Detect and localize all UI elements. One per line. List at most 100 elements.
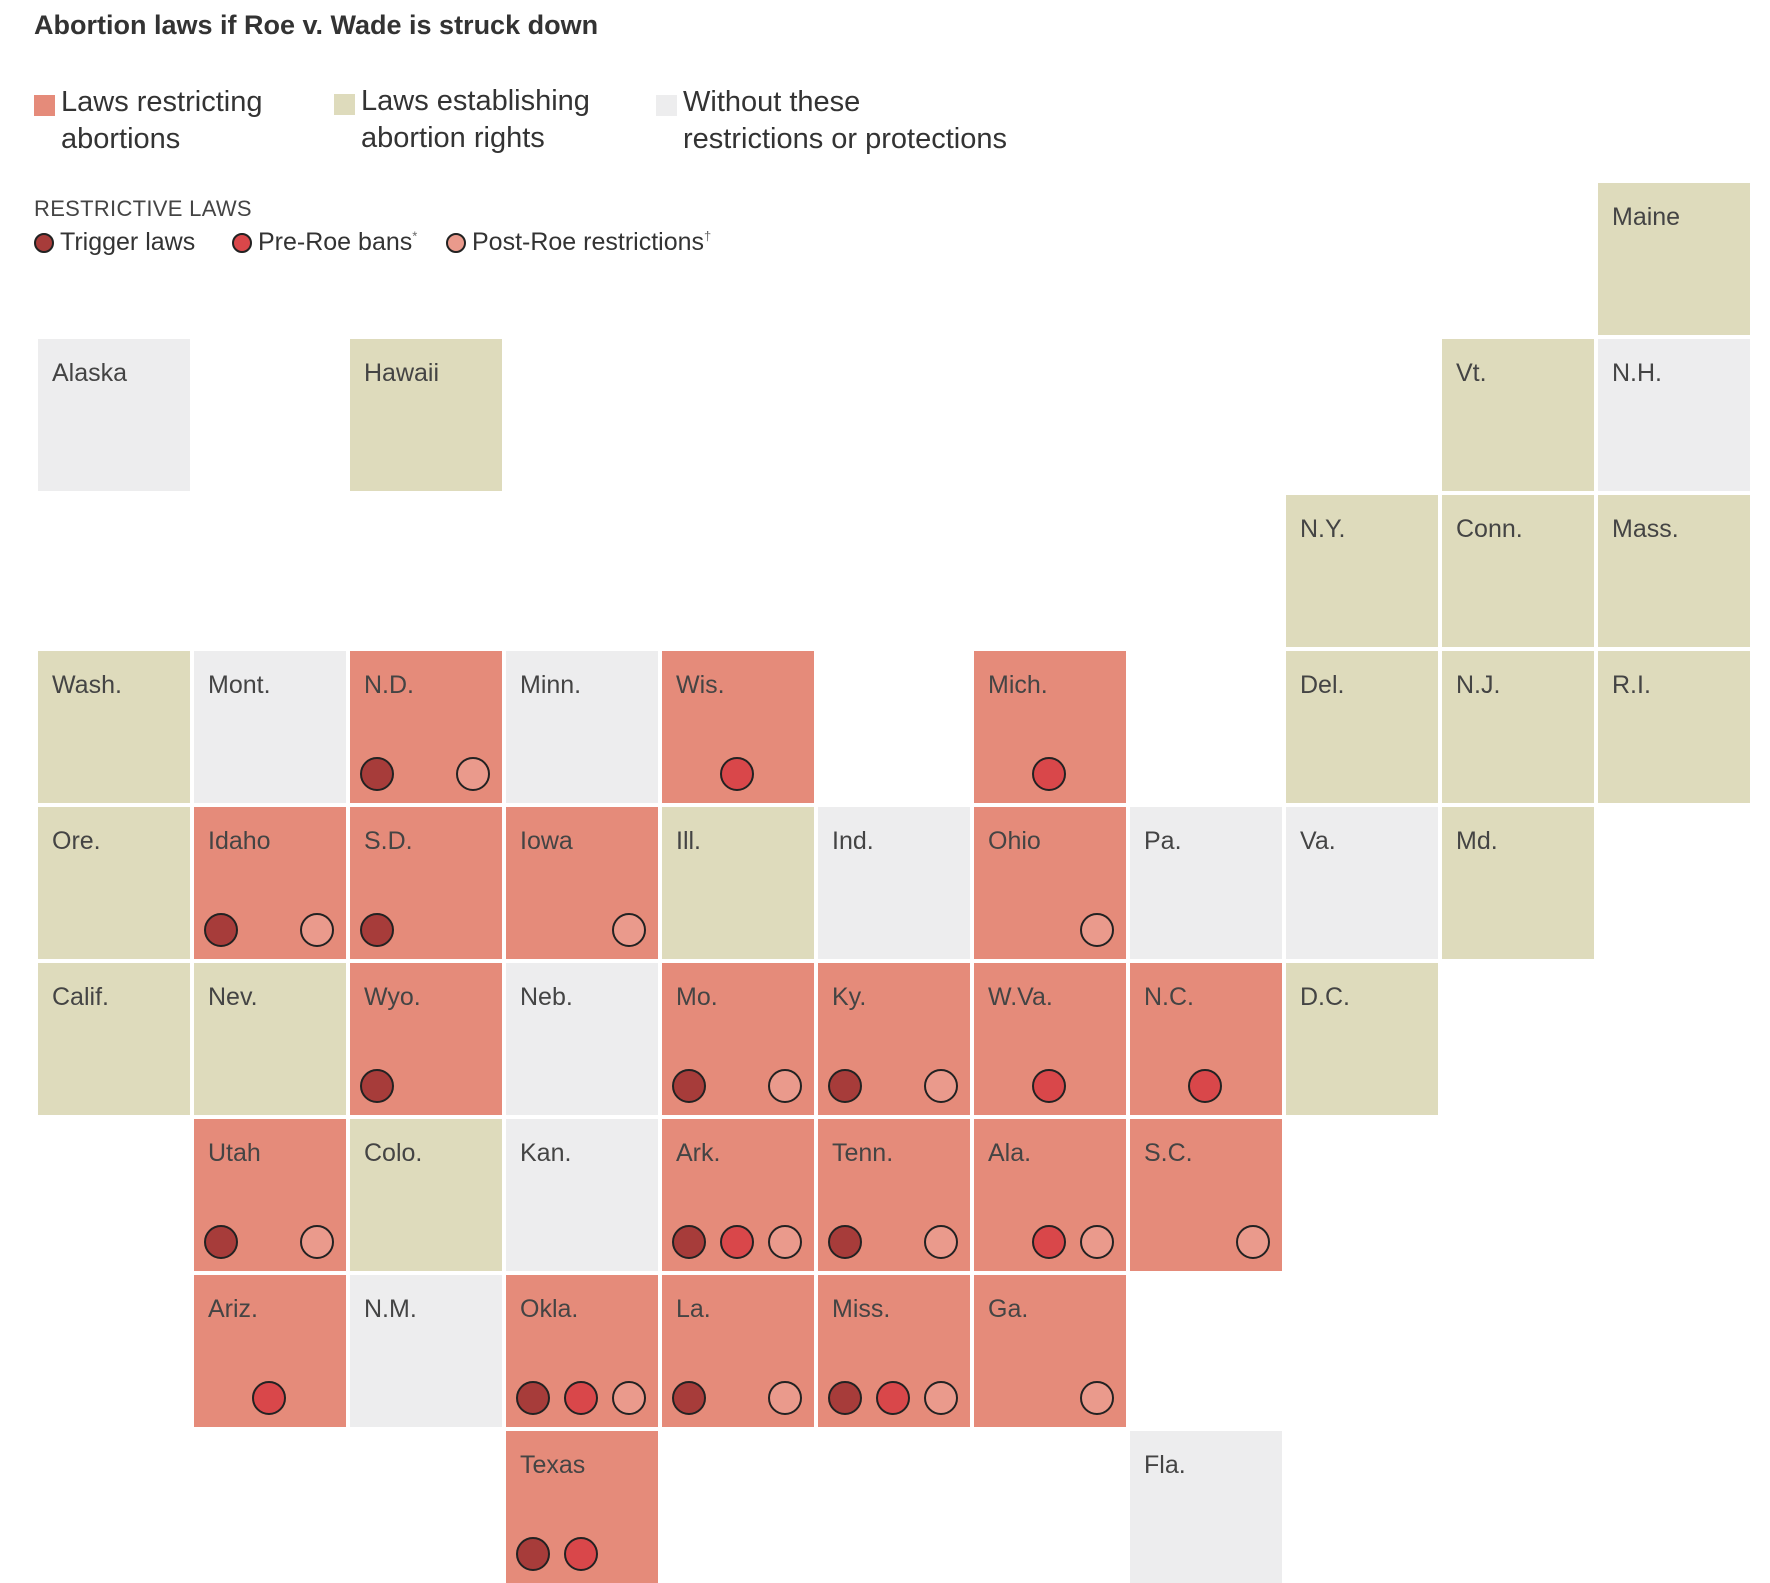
state-tile-n-y[interactable]: N.Y. xyxy=(1286,495,1438,647)
state-tile-n-h[interactable]: N.H. xyxy=(1598,339,1750,491)
legend-pre-roe-label: Pre-Roe bans xyxy=(258,228,413,256)
state-tile-del[interactable]: Del. xyxy=(1286,651,1438,803)
state-tile-md[interactable]: Md. xyxy=(1442,807,1594,959)
state-name: Ky. xyxy=(832,983,867,1011)
state-tile-pa[interactable]: Pa. xyxy=(1130,807,1282,959)
trigger-dot-icon xyxy=(828,1381,862,1415)
restriction-dots xyxy=(818,1225,970,1259)
post-roe-dot-icon xyxy=(612,1381,646,1415)
legend-pre-roe-bans: Pre-Roe bans* xyxy=(232,228,417,257)
state-name: Del. xyxy=(1300,671,1345,699)
state-name: Wyo. xyxy=(364,983,421,1011)
state-tile-mass[interactable]: Mass. xyxy=(1598,495,1750,647)
state-tile-okla[interactable]: Okla. xyxy=(506,1275,658,1427)
legend-restricting: Laws restricting abortions xyxy=(34,84,262,158)
restriction-dots xyxy=(818,913,970,947)
state-name: Mass. xyxy=(1612,515,1679,543)
legend-swatch-neither xyxy=(656,95,677,116)
legend-post-roe-restrictions: Post-Roe restrictions† xyxy=(446,228,711,257)
state-tile-ky[interactable]: Ky. xyxy=(818,963,970,1115)
state-tile-ore[interactable]: Ore. xyxy=(38,807,190,959)
pre-roe-dot-icon xyxy=(1188,1069,1222,1103)
state-tile-ark[interactable]: Ark. xyxy=(662,1119,814,1271)
state-tile-ariz[interactable]: Ariz. xyxy=(194,1275,346,1427)
state-tile-maine[interactable]: Maine xyxy=(1598,183,1750,335)
state-tile-r-i[interactable]: R.I. xyxy=(1598,651,1750,803)
state-name: S.C. xyxy=(1144,1139,1193,1167)
state-tile-calif[interactable]: Calif. xyxy=(38,963,190,1115)
state-tile-miss[interactable]: Miss. xyxy=(818,1275,970,1427)
restriction-dots xyxy=(974,1225,1126,1259)
pre-roe-dot-icon xyxy=(1032,1069,1066,1103)
state-tile-n-m[interactable]: N.M. xyxy=(350,1275,502,1427)
state-name: Ill. xyxy=(676,827,701,855)
state-tile-conn[interactable]: Conn. xyxy=(1442,495,1594,647)
state-tile-n-c[interactable]: N.C. xyxy=(1130,963,1282,1115)
state-name: Calif. xyxy=(52,983,109,1011)
state-tile-mont[interactable]: Mont. xyxy=(194,651,346,803)
state-tile-wash[interactable]: Wash. xyxy=(38,651,190,803)
state-tile-vt[interactable]: Vt. xyxy=(1442,339,1594,491)
restriction-dots xyxy=(506,1225,658,1259)
state-name: Iowa xyxy=(520,827,573,855)
state-tile-wis[interactable]: Wis. xyxy=(662,651,814,803)
pre-roe-dot-icon xyxy=(1032,757,1066,791)
state-name: Alaska xyxy=(52,359,128,387)
restriction-dots xyxy=(1598,601,1750,635)
restriction-dots xyxy=(1442,913,1594,947)
restriction-dots xyxy=(1130,1069,1282,1103)
state-tile-kan[interactable]: Kan. xyxy=(506,1119,658,1271)
state-tile-tenn[interactable]: Tenn. xyxy=(818,1119,970,1271)
restriction-dots xyxy=(1130,1537,1282,1571)
state-name: R.I. xyxy=(1612,671,1651,699)
state-tile-n-d[interactable]: N.D. xyxy=(350,651,502,803)
state-tile-ohio[interactable]: Ohio xyxy=(974,807,1126,959)
state-tile-hawaii[interactable]: Hawaii xyxy=(350,339,502,491)
state-tile-n-j[interactable]: N.J. xyxy=(1442,651,1594,803)
trigger-dot-icon xyxy=(828,1225,862,1259)
restriction-dots xyxy=(1130,1225,1282,1259)
state-name: Miss. xyxy=(832,1295,891,1323)
state-tile-d-c[interactable]: D.C. xyxy=(1286,963,1438,1115)
legend-post-roe-footnote-mark: † xyxy=(704,228,712,244)
state-tile-mich[interactable]: Mich. xyxy=(974,651,1126,803)
state-tile-ala[interactable]: Ala. xyxy=(974,1119,1126,1271)
state-tile-iowa[interactable]: Iowa xyxy=(506,807,658,959)
post-roe-dot-icon xyxy=(456,757,490,791)
state-tile-colo[interactable]: Colo. xyxy=(350,1119,502,1271)
post-roe-dot-icon xyxy=(768,1069,802,1103)
post-roe-dot-icon xyxy=(446,233,466,253)
state-tile-va[interactable]: Va. xyxy=(1286,807,1438,959)
state-tile-ill[interactable]: Ill. xyxy=(662,807,814,959)
state-tile-nev[interactable]: Nev. xyxy=(194,963,346,1115)
state-tile-s-c[interactable]: S.C. xyxy=(1130,1119,1282,1271)
state-tile-ind[interactable]: Ind. xyxy=(818,807,970,959)
state-tile-texas[interactable]: Texas xyxy=(506,1431,658,1583)
state-tile-mo[interactable]: Mo. xyxy=(662,963,814,1115)
state-tile-neb[interactable]: Neb. xyxy=(506,963,658,1115)
state-tile-wyo[interactable]: Wyo. xyxy=(350,963,502,1115)
restriction-dots xyxy=(1598,757,1750,791)
state-tile-la[interactable]: La. xyxy=(662,1275,814,1427)
state-tile-minn[interactable]: Minn. xyxy=(506,651,658,803)
state-name: S.D. xyxy=(364,827,413,855)
state-name: La. xyxy=(676,1295,711,1323)
restriction-dots xyxy=(1442,601,1594,635)
state-name: Ore. xyxy=(52,827,101,855)
post-roe-dot-icon xyxy=(300,913,334,947)
legend-label-restricting-2: abortions xyxy=(61,123,181,155)
trigger-dot-icon xyxy=(360,757,394,791)
state-tile-s-d[interactable]: S.D. xyxy=(350,807,502,959)
state-name: Mont. xyxy=(208,671,271,699)
state-tile-utah[interactable]: Utah xyxy=(194,1119,346,1271)
state-tile-fla[interactable]: Fla. xyxy=(1130,1431,1282,1583)
state-tile-idaho[interactable]: Idaho xyxy=(194,807,346,959)
state-tile-w-va[interactable]: W.Va. xyxy=(974,963,1126,1115)
state-tile-ga[interactable]: Ga. xyxy=(974,1275,1126,1427)
restriction-dots xyxy=(194,1381,346,1415)
state-name: Tenn. xyxy=(832,1139,894,1167)
state-tile-alaska[interactable]: Alaska xyxy=(38,339,190,491)
legend-label-neither-1: Without these xyxy=(683,86,861,118)
trigger-dot-icon xyxy=(34,233,54,253)
restriction-dots xyxy=(350,1225,502,1259)
